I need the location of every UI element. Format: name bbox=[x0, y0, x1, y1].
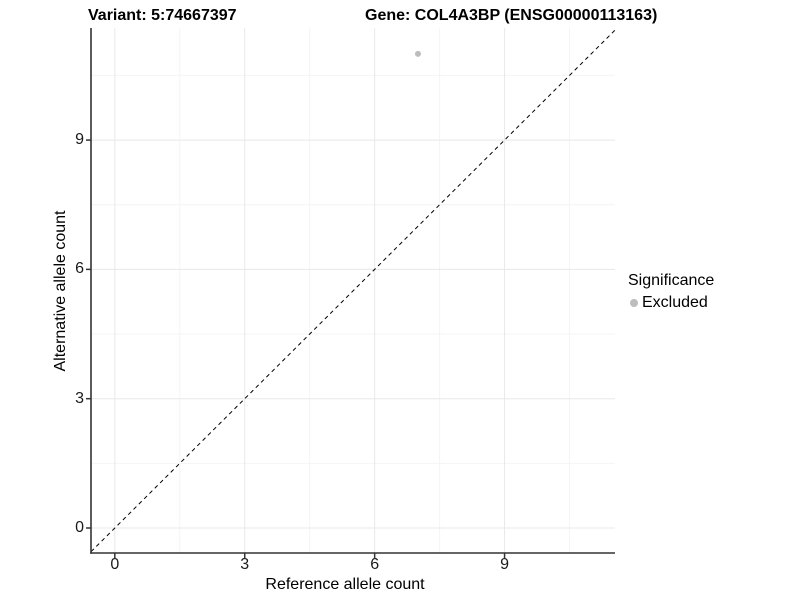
x-axis-title: Reference allele count bbox=[265, 576, 425, 593]
plot-title-gene: Gene: COL4A3BP (ENSG00000113163) bbox=[365, 7, 658, 24]
x-tick-label: 9 bbox=[500, 556, 510, 573]
y-tick-label: 9 bbox=[75, 131, 84, 149]
x-tick-label: 0 bbox=[110, 556, 120, 573]
x-tick-label: 3 bbox=[240, 556, 250, 573]
y-tick-label: 6 bbox=[75, 260, 84, 278]
plot-title-variant: Variant: 5:74667397 bbox=[88, 7, 237, 24]
legend-item-excluded: Excluded bbox=[630, 294, 714, 312]
legend-point-icon bbox=[630, 299, 638, 307]
y-tick-label: 3 bbox=[75, 389, 84, 407]
legend: Significance Excluded bbox=[628, 272, 714, 312]
data-point bbox=[414, 50, 421, 57]
legend-item-label: Excluded bbox=[642, 294, 708, 311]
identity-dashed-line bbox=[90, 29, 616, 553]
y-axis-title: Alternative allele count bbox=[52, 210, 69, 372]
x-tick-label: 6 bbox=[370, 556, 380, 573]
y-tick-label: 0 bbox=[75, 519, 84, 536]
legend-title: Significance bbox=[628, 272, 715, 289]
